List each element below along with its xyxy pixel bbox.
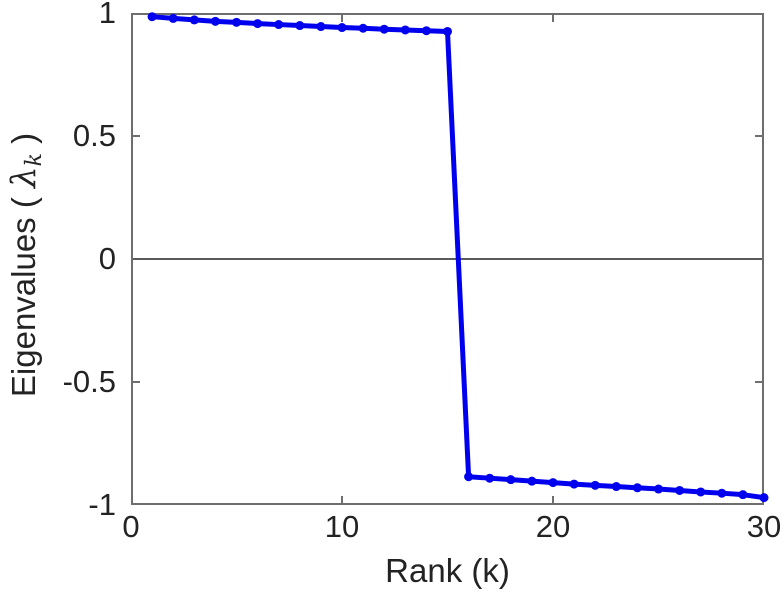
data-point-marker (232, 17, 241, 27)
data-point-marker (485, 473, 495, 483)
x-tick-0: 0 (122, 509, 140, 544)
data-point-marker (443, 26, 452, 36)
data-point-marker (696, 487, 706, 497)
data-point-marker (527, 476, 537, 486)
y-tick-label: 0.5 (72, 118, 116, 153)
data-point-marker (189, 15, 199, 25)
data-point-marker (358, 23, 368, 33)
data-point-marker (738, 490, 748, 500)
data-series-eigenvalues (147, 12, 769, 503)
data-point-marker (611, 482, 621, 492)
data-point-marker (316, 22, 326, 32)
x-tick-30: 30 (746, 509, 782, 544)
data-point-marker (759, 493, 769, 503)
y-tick-label: 1 (98, 0, 116, 30)
data-point-marker (421, 26, 431, 36)
data-point-marker (654, 484, 663, 494)
data-point-marker (464, 472, 474, 482)
data-point-marker (548, 478, 558, 488)
data-point-marker (506, 475, 516, 485)
data-point-marker (400, 25, 410, 35)
data-point-marker (717, 488, 727, 498)
data-point-marker (569, 479, 579, 489)
data-point-marker (590, 480, 600, 490)
data-point-marker (274, 20, 284, 30)
y-tick-label: 0 (98, 241, 116, 276)
y-tick-label: -0.5 (62, 364, 116, 399)
data-point-marker (210, 16, 220, 26)
x-tick-10: 10 (324, 509, 360, 544)
data-point-marker (253, 19, 263, 29)
data-point-marker (295, 21, 305, 31)
y-tick-label: -1 (88, 487, 116, 522)
data-point-marker (379, 24, 389, 34)
data-point-marker (147, 12, 157, 22)
data-point-marker (632, 483, 642, 493)
series-line (149, 14, 767, 501)
data-point-marker (168, 13, 178, 23)
data-point-marker (675, 485, 685, 495)
axis-ticks (131, 13, 764, 505)
x-tick-20: 20 (535, 509, 571, 544)
data-point-marker (337, 23, 347, 33)
x-axis-title: Rank (k) (385, 552, 510, 589)
